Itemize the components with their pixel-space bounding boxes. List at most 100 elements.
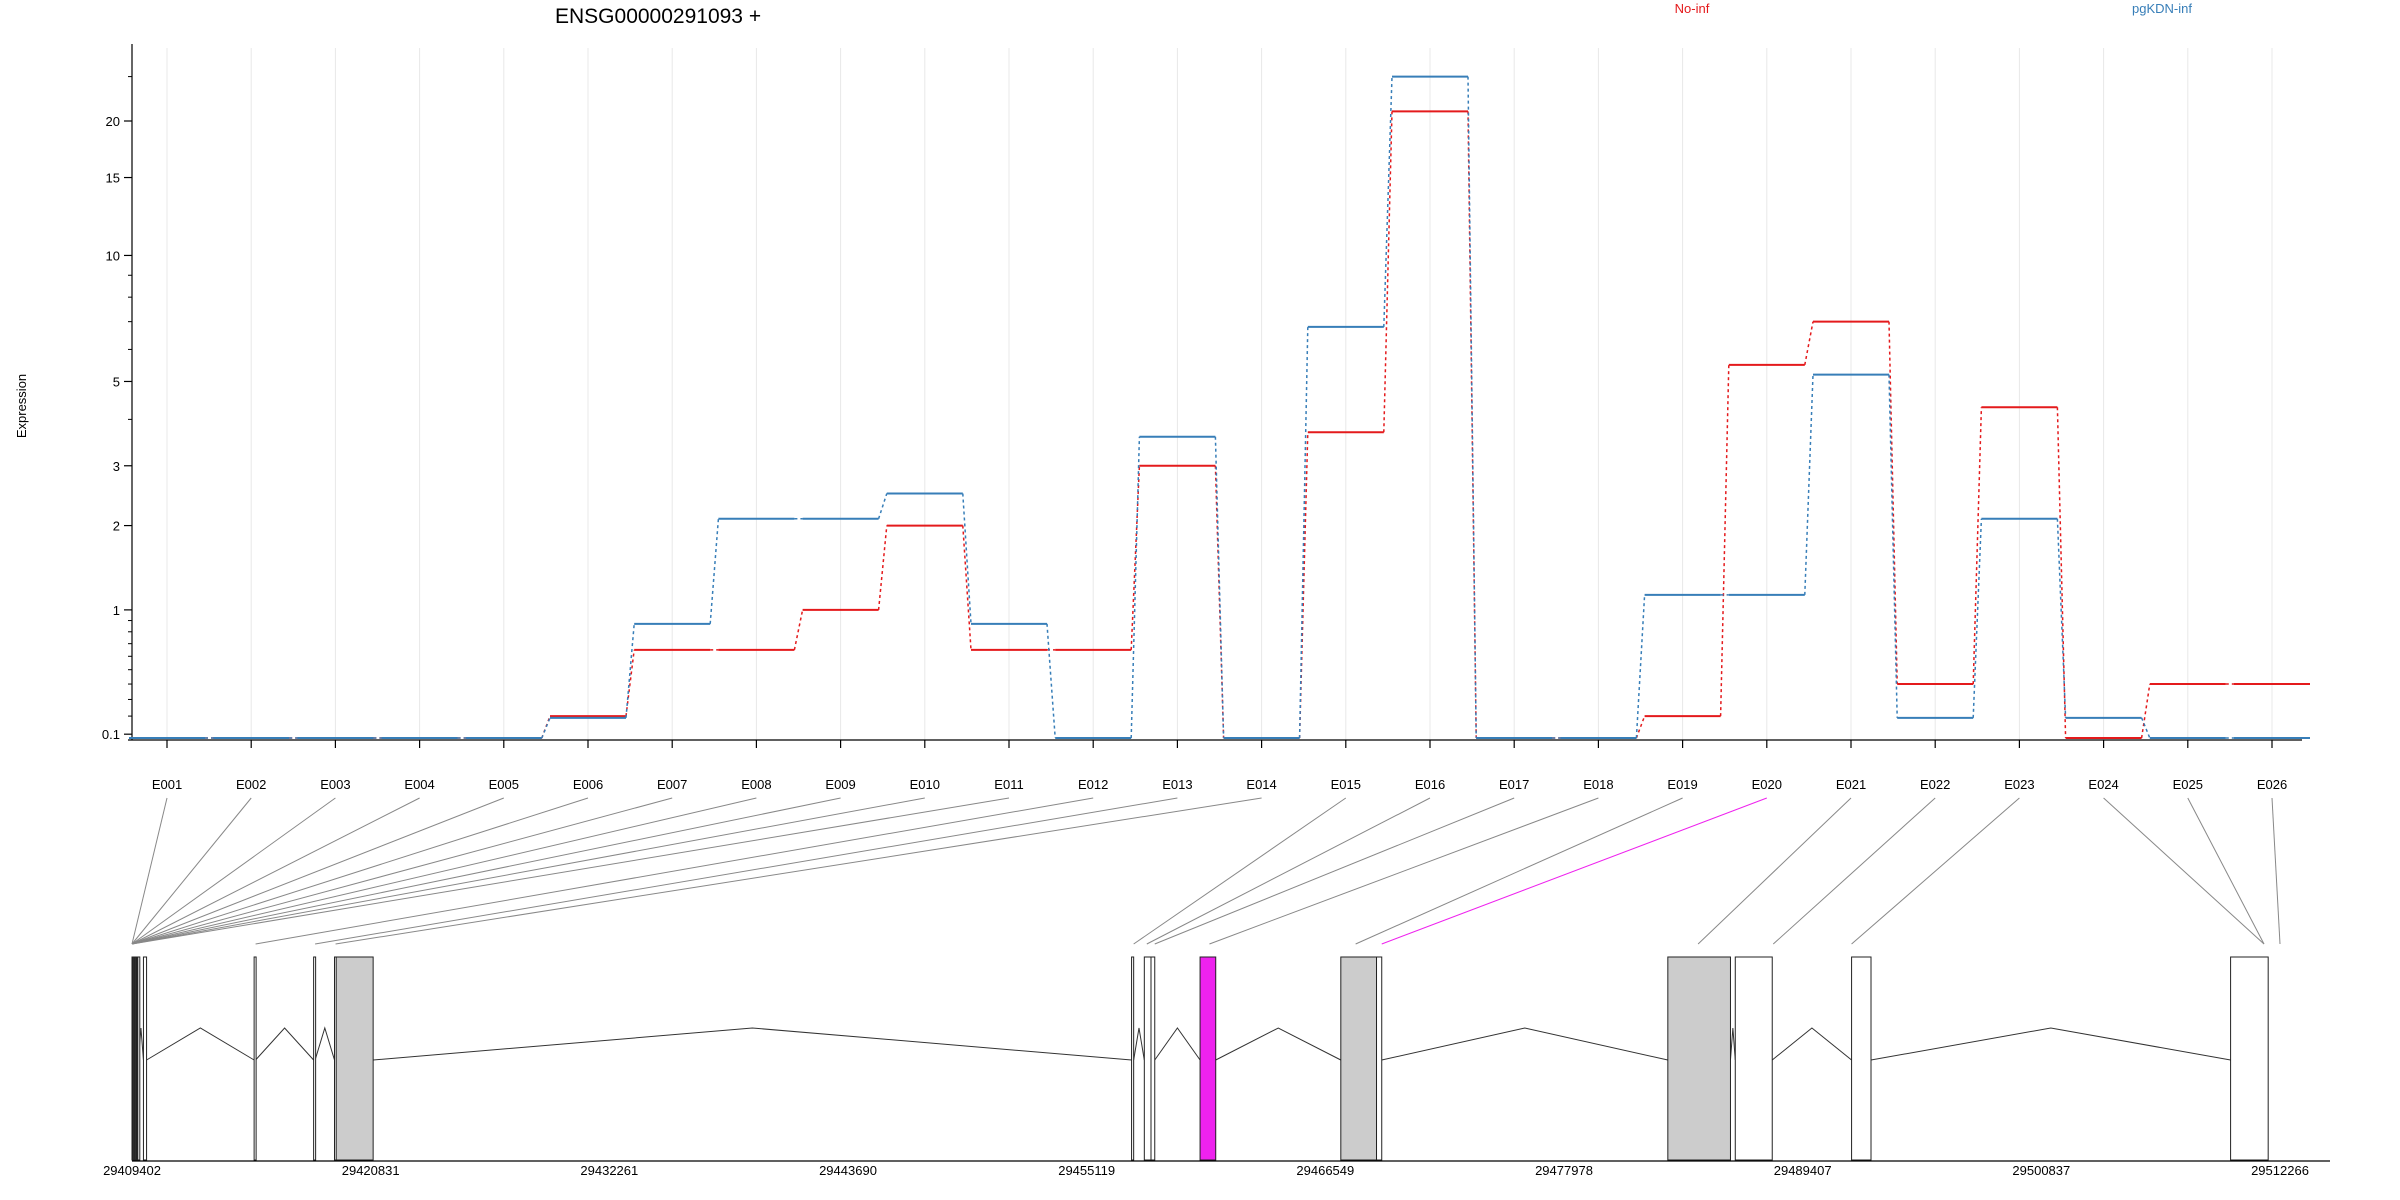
x-tick-label-e005: E005 [489, 777, 519, 792]
exon-box-e010 [253, 956, 257, 1161]
gene-coordinate-label: 29466549 [1296, 1163, 1354, 1178]
exon-connector-e020 [1381, 797, 1767, 945]
connector-segment [877, 493, 888, 519]
exon-box-e008 [137, 956, 141, 1161]
exon-box-e011 [313, 956, 317, 1161]
x-tick-label-e015: E015 [1331, 777, 1361, 792]
x-tick-label-e007: E007 [657, 777, 687, 792]
exon-connector-e009 [131, 797, 841, 945]
y-tick-label: 3 [113, 459, 120, 474]
genomic-coordinate-axis: 29409402 29420831 29432261 29443690 29455119… [103, 1160, 2330, 1178]
connector-segment [1046, 623, 1056, 739]
x-tick-label-e013: E013 [1162, 777, 1192, 792]
exon-connector-e003 [131, 797, 336, 945]
y-tick-label: 2 [113, 519, 120, 534]
connector-segment [962, 525, 972, 650]
x-tick-label-e025: E025 [2173, 777, 2203, 792]
connector-segment [625, 623, 635, 718]
exon-box-e009 [142, 956, 148, 1161]
connector-segment [1130, 465, 1141, 650]
x-tick-label-e006: E006 [573, 777, 603, 792]
exon-box-e022 [1851, 956, 1872, 1161]
intron-line [146, 1027, 255, 1061]
connector-segment [541, 717, 551, 739]
connector-segment [1804, 321, 1814, 365]
exon-connector-e002 [131, 797, 252, 945]
x-tick-label-e002: E002 [236, 777, 266, 792]
x-tick-label-e023: E023 [2004, 777, 2034, 792]
gene-coordinate-label: 29409402 [103, 1163, 161, 1178]
x-tick-label-e019: E019 [1667, 777, 1697, 792]
exon-connector-e026 [2271, 797, 2281, 945]
gene-coordinate-label: 29512266 [2251, 1163, 2309, 1178]
connector-segment [2056, 407, 2067, 739]
exon-connectors [131, 797, 2281, 945]
series-0 [129, 110, 2310, 739]
exon-connector-e023 [1851, 797, 2020, 945]
expression-series [129, 75, 2310, 739]
exon-connector-e007 [131, 797, 673, 945]
connector-segment [1972, 518, 1983, 718]
legend-entry-1: pgKDN-inf [2132, 1, 2192, 16]
exon-connector-e008 [131, 797, 757, 945]
exon-box-e016 [1150, 956, 1156, 1161]
x-tick-label-e008: E008 [741, 777, 771, 792]
exon-connector-e024 [2103, 797, 2265, 945]
exon-connector-e004 [131, 797, 420, 945]
exon-connector-e013 [315, 797, 1178, 945]
x-tick-label-e003: E003 [320, 777, 350, 792]
exon-box-e014 [1131, 956, 1135, 1161]
connector-segment [1130, 436, 1141, 739]
y-axis: 0.1 1 2 3 5 10 15 20 [102, 44, 133, 742]
legend-entry-0: No-inf [1675, 1, 1710, 16]
y-axis-label: Expression [14, 374, 29, 438]
intron-line [1870, 1027, 2231, 1061]
x-tick-label-e024: E024 [2088, 777, 2118, 792]
connector-segment [962, 493, 972, 624]
legend: No-inf pgKDN-inf [1675, 1, 2193, 16]
connector-segment [1635, 594, 1646, 739]
connector-segment [793, 609, 804, 651]
vertical-gridlines [166, 48, 2273, 740]
connector-segment [1214, 436, 1225, 739]
connector-segment [1888, 374, 1898, 718]
intron-line [255, 1027, 315, 1061]
gene-coordinate-label: 29489407 [1774, 1163, 1832, 1178]
chart-title: ENSG00000291093 + [555, 5, 761, 28]
x-tick-label-e011: E011 [994, 777, 1023, 792]
x-tick-label-e010: E010 [910, 777, 940, 792]
x-tick-label-e022: E022 [1920, 777, 1950, 792]
x-tick-label-e004: E004 [404, 777, 434, 792]
intron-line [314, 1026, 335, 1061]
intron-line [1729, 1027, 1736, 1061]
connector-segment [1804, 374, 1814, 595]
exon-connector-e001 [131, 797, 168, 945]
exon-box-e021 [1734, 956, 1773, 1161]
exon-connector-e022 [1772, 797, 1936, 945]
exon-box-e017 [1199, 956, 1217, 1161]
intron-line [373, 1027, 1132, 1061]
gene-coordinate-label: 29477978 [1535, 1163, 1593, 1178]
exon-box-e015 [1143, 956, 1152, 1161]
intron-line [1215, 1027, 1342, 1061]
connector-segment [2140, 717, 2151, 739]
exon-connector-e014 [335, 797, 1262, 945]
exon-connector-e015 [1133, 797, 1347, 945]
exon-connector-e017 [1154, 797, 1515, 945]
y-tick-label: 1 [113, 603, 120, 618]
connector-segment [1467, 76, 1477, 739]
exon-connector-e011 [131, 797, 1010, 945]
exon-box-e018 [1340, 956, 1378, 1161]
y-tick-label: 15 [106, 171, 120, 186]
intron-line [1154, 1027, 1201, 1061]
connector-segment [877, 525, 888, 610]
exon-box-e019 [1376, 956, 1383, 1161]
gene-coordinate-label: 29432261 [580, 1163, 638, 1178]
x-tick-label-e020: E020 [1752, 777, 1782, 792]
x-tick-label-e014: E014 [1246, 777, 1276, 792]
x-tick-label-e001: E001 [152, 777, 182, 792]
y-tick-label: 20 [106, 114, 120, 129]
exon-box-e023 [2230, 956, 2269, 1161]
connector-segment [709, 518, 720, 624]
x-tick-label-e021: E021 [1836, 777, 1866, 792]
